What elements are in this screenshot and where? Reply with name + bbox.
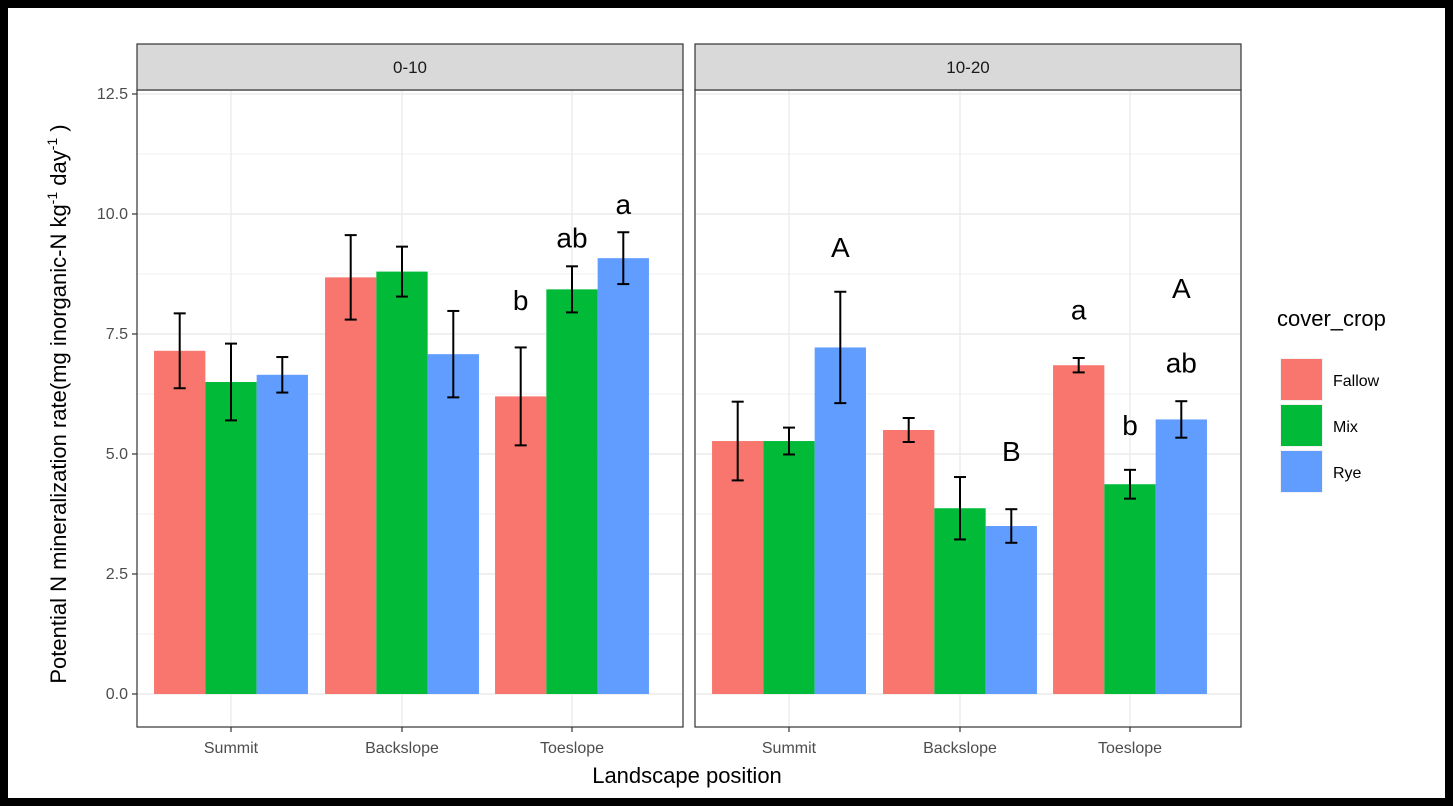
facet-strip-label: 0-10 [393, 58, 427, 77]
y-tick-label: 7.5 [106, 326, 128, 343]
legend-label: Rye [1333, 465, 1362, 482]
bar-rye [985, 526, 1037, 694]
bar-rye [256, 374, 308, 694]
bar-fallow [1053, 365, 1105, 694]
bar-fallow [154, 350, 206, 694]
y-axis-title: Potential N mineralization rate(mg inorg… [44, 124, 71, 683]
bar-rye [427, 354, 479, 694]
x-tick-label: Toeslope [1098, 740, 1162, 757]
y-tick-label: 5.0 [106, 446, 128, 463]
significance-label: a [616, 189, 632, 220]
legend-label: Mix [1333, 419, 1358, 436]
y-axis: 0.0 2.5 5.0 7.5 10.0 12.5 [97, 86, 137, 703]
y-tick-label: 0.0 [106, 686, 128, 703]
bar-mix [376, 271, 428, 694]
x-axis-title: Landscape position [592, 763, 782, 788]
significance-label: b [1122, 410, 1138, 441]
facet-strip [694, 43, 1242, 91]
x-tick-label: Summit [204, 740, 259, 757]
legend-swatch-rye [1281, 451, 1322, 492]
legend-label: Fallow [1333, 373, 1380, 390]
x-tick-label: Backslope [365, 740, 439, 757]
y-tick-label: 12.5 [97, 86, 128, 103]
bar-mix [546, 289, 598, 694]
significance-label: B [1002, 436, 1021, 467]
bar-fallow [325, 277, 377, 694]
legend-swatch-fallow [1281, 359, 1322, 400]
x-tick-label: Backslope [923, 740, 997, 757]
significance-label: b [513, 285, 529, 316]
bar-mix [205, 382, 257, 694]
bar-mix [1104, 484, 1156, 694]
x-tick-label: Summit [762, 740, 817, 757]
significance-label: A [1172, 273, 1191, 304]
significance-label: a [1071, 295, 1087, 326]
bar-mix [763, 441, 815, 694]
y-tick-label: 2.5 [106, 566, 128, 583]
bar-fallow [712, 441, 764, 694]
legend: cover_crop Fallow Mix Rye [1277, 306, 1386, 493]
facet-strip-label: 10-20 [946, 58, 989, 77]
bar-rye [814, 347, 866, 694]
bar-fallow [883, 430, 935, 694]
y-tick-label: 10.0 [97, 206, 128, 223]
bar-rye [597, 258, 649, 694]
legend-swatch-mix [1281, 405, 1322, 446]
bar-rye [1155, 419, 1207, 694]
x-tick-label: Toeslope [540, 740, 604, 757]
facet-strip [136, 43, 684, 91]
legend-title: cover_crop [1277, 306, 1386, 331]
significance-label: ab [556, 223, 587, 254]
significance-label: A [831, 232, 850, 263]
significance-label: ab [1166, 347, 1197, 378]
